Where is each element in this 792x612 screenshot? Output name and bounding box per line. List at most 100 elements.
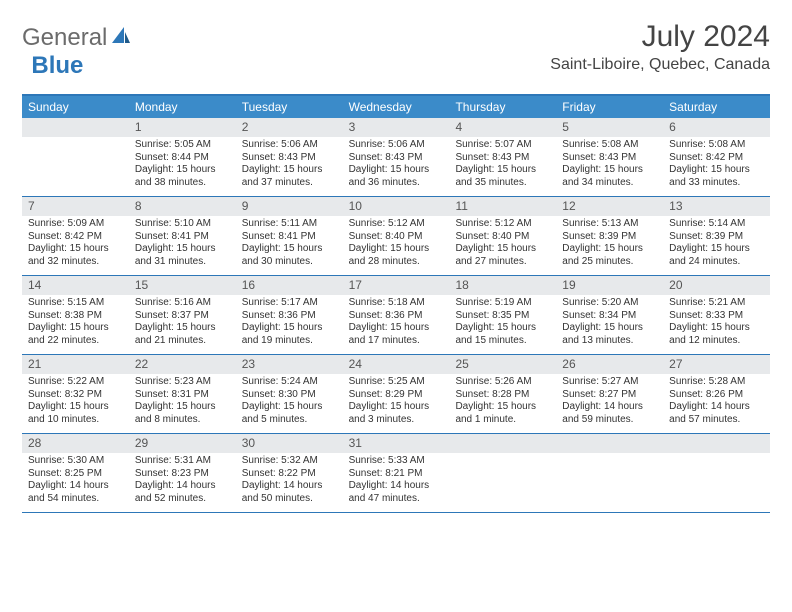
day-detail-line: Sunrise: 5:07 AM [455, 139, 550, 152]
day-number: 30 [236, 434, 343, 453]
day-details: Sunrise: 5:14 AMSunset: 8:39 PMDaylight:… [663, 216, 770, 274]
day-details: Sunrise: 5:05 AMSunset: 8:44 PMDaylight:… [129, 137, 236, 195]
day-number [449, 434, 556, 453]
day-detail-line: Sunrise: 5:27 AM [562, 376, 657, 389]
day-header: Thursday [449, 96, 556, 118]
day-detail-line: Sunset: 8:44 PM [135, 152, 230, 165]
day-number: 22 [129, 355, 236, 374]
day-detail-line: Daylight: 15 hours [455, 401, 550, 414]
day-cell: 28Sunrise: 5:30 AMSunset: 8:25 PMDayligh… [22, 434, 129, 512]
day-cell: 7Sunrise: 5:09 AMSunset: 8:42 PMDaylight… [22, 197, 129, 275]
day-detail-line: Sunset: 8:38 PM [28, 310, 123, 323]
day-detail-line: Sunset: 8:39 PM [669, 231, 764, 244]
day-detail-line: Sunrise: 5:30 AM [28, 455, 123, 468]
day-detail-line: and 30 minutes. [242, 256, 337, 269]
day-detail-line: Sunset: 8:27 PM [562, 389, 657, 402]
day-number: 12 [556, 197, 663, 216]
day-detail-line: Sunrise: 5:06 AM [242, 139, 337, 152]
day-cell [556, 434, 663, 512]
day-detail-line: Sunset: 8:31 PM [135, 389, 230, 402]
day-detail-line: and 32 minutes. [28, 256, 123, 269]
day-detail-line: and 27 minutes. [455, 256, 550, 269]
day-cell: 26Sunrise: 5:27 AMSunset: 8:27 PMDayligh… [556, 355, 663, 433]
day-detail-line: Sunrise: 5:12 AM [455, 218, 550, 231]
day-details: Sunrise: 5:15 AMSunset: 8:38 PMDaylight:… [22, 295, 129, 353]
day-number: 23 [236, 355, 343, 374]
day-detail-line: Daylight: 15 hours [135, 401, 230, 414]
day-detail-line: Daylight: 15 hours [349, 164, 444, 177]
day-detail-line: Sunset: 8:40 PM [455, 231, 550, 244]
day-detail-line: Sunrise: 5:16 AM [135, 297, 230, 310]
day-number: 14 [22, 276, 129, 295]
day-detail-line: Sunset: 8:21 PM [349, 468, 444, 481]
day-detail-line: Sunset: 8:25 PM [28, 468, 123, 481]
day-number: 24 [343, 355, 450, 374]
day-details: Sunrise: 5:26 AMSunset: 8:28 PMDaylight:… [449, 374, 556, 432]
day-detail-line: Daylight: 15 hours [242, 322, 337, 335]
day-detail-line: and 59 minutes. [562, 414, 657, 427]
day-detail-line: and 22 minutes. [28, 335, 123, 348]
day-header: Monday [129, 96, 236, 118]
day-detail-line: Sunrise: 5:12 AM [349, 218, 444, 231]
day-details: Sunrise: 5:31 AMSunset: 8:23 PMDaylight:… [129, 453, 236, 511]
day-detail-line: and 47 minutes. [349, 493, 444, 506]
day-detail-line: Sunset: 8:39 PM [562, 231, 657, 244]
day-number: 10 [343, 197, 450, 216]
day-detail-line: and 54 minutes. [28, 493, 123, 506]
day-detail-line: Daylight: 15 hours [562, 164, 657, 177]
day-details: Sunrise: 5:33 AMSunset: 8:21 PMDaylight:… [343, 453, 450, 511]
day-details: Sunrise: 5:16 AMSunset: 8:37 PMDaylight:… [129, 295, 236, 353]
day-detail-line: and 8 minutes. [135, 414, 230, 427]
logo: General [22, 24, 132, 52]
day-detail-line: Sunrise: 5:06 AM [349, 139, 444, 152]
day-detail-line: and 10 minutes. [28, 414, 123, 427]
day-detail-line: Sunset: 8:36 PM [242, 310, 337, 323]
week-row: 28Sunrise: 5:30 AMSunset: 8:25 PMDayligh… [22, 434, 770, 513]
day-number: 16 [236, 276, 343, 295]
day-detail-line: Sunrise: 5:20 AM [562, 297, 657, 310]
day-detail-line: Daylight: 15 hours [135, 322, 230, 335]
day-number: 19 [556, 276, 663, 295]
day-number: 20 [663, 276, 770, 295]
day-detail-line: and 24 minutes. [669, 256, 764, 269]
day-detail-line: Sunset: 8:42 PM [669, 152, 764, 165]
day-number: 27 [663, 355, 770, 374]
day-header: Saturday [663, 96, 770, 118]
day-detail-line: Sunrise: 5:33 AM [349, 455, 444, 468]
day-number: 18 [449, 276, 556, 295]
day-cell: 11Sunrise: 5:12 AMSunset: 8:40 PMDayligh… [449, 197, 556, 275]
day-detail-line: Sunrise: 5:13 AM [562, 218, 657, 231]
day-detail-line: and 1 minute. [455, 414, 550, 427]
day-number: 6 [663, 118, 770, 137]
day-detail-line: Daylight: 15 hours [349, 322, 444, 335]
day-detail-line: Sunset: 8:23 PM [135, 468, 230, 481]
day-cell: 4Sunrise: 5:07 AMSunset: 8:43 PMDaylight… [449, 118, 556, 196]
day-number: 8 [129, 197, 236, 216]
day-number: 5 [556, 118, 663, 137]
day-cell: 9Sunrise: 5:11 AMSunset: 8:41 PMDaylight… [236, 197, 343, 275]
day-detail-line: and 38 minutes. [135, 177, 230, 190]
day-detail-line: Daylight: 15 hours [669, 322, 764, 335]
day-detail-line: and 12 minutes. [669, 335, 764, 348]
day-detail-line: Sunrise: 5:22 AM [28, 376, 123, 389]
day-detail-line: Sunrise: 5:24 AM [242, 376, 337, 389]
day-number: 9 [236, 197, 343, 216]
day-detail-line: Daylight: 15 hours [242, 164, 337, 177]
day-header: Tuesday [236, 96, 343, 118]
day-detail-line: Daylight: 15 hours [242, 401, 337, 414]
day-detail-line: Sunrise: 5:32 AM [242, 455, 337, 468]
day-detail-line: Daylight: 15 hours [135, 164, 230, 177]
day-detail-line: Sunrise: 5:08 AM [562, 139, 657, 152]
day-detail-line: Daylight: 14 hours [28, 480, 123, 493]
day-detail-line: Sunrise: 5:31 AM [135, 455, 230, 468]
day-details: Sunrise: 5:12 AMSunset: 8:40 PMDaylight:… [343, 216, 450, 274]
day-detail-line: and 36 minutes. [349, 177, 444, 190]
day-detail-line: Daylight: 15 hours [242, 243, 337, 256]
day-detail-line: and 52 minutes. [135, 493, 230, 506]
day-details: Sunrise: 5:23 AMSunset: 8:31 PMDaylight:… [129, 374, 236, 432]
day-detail-line: Daylight: 15 hours [349, 401, 444, 414]
day-detail-line: Daylight: 15 hours [28, 322, 123, 335]
day-detail-line: and 17 minutes. [349, 335, 444, 348]
day-details: Sunrise: 5:08 AMSunset: 8:42 PMDaylight:… [663, 137, 770, 195]
week-row: 1Sunrise: 5:05 AMSunset: 8:44 PMDaylight… [22, 118, 770, 197]
